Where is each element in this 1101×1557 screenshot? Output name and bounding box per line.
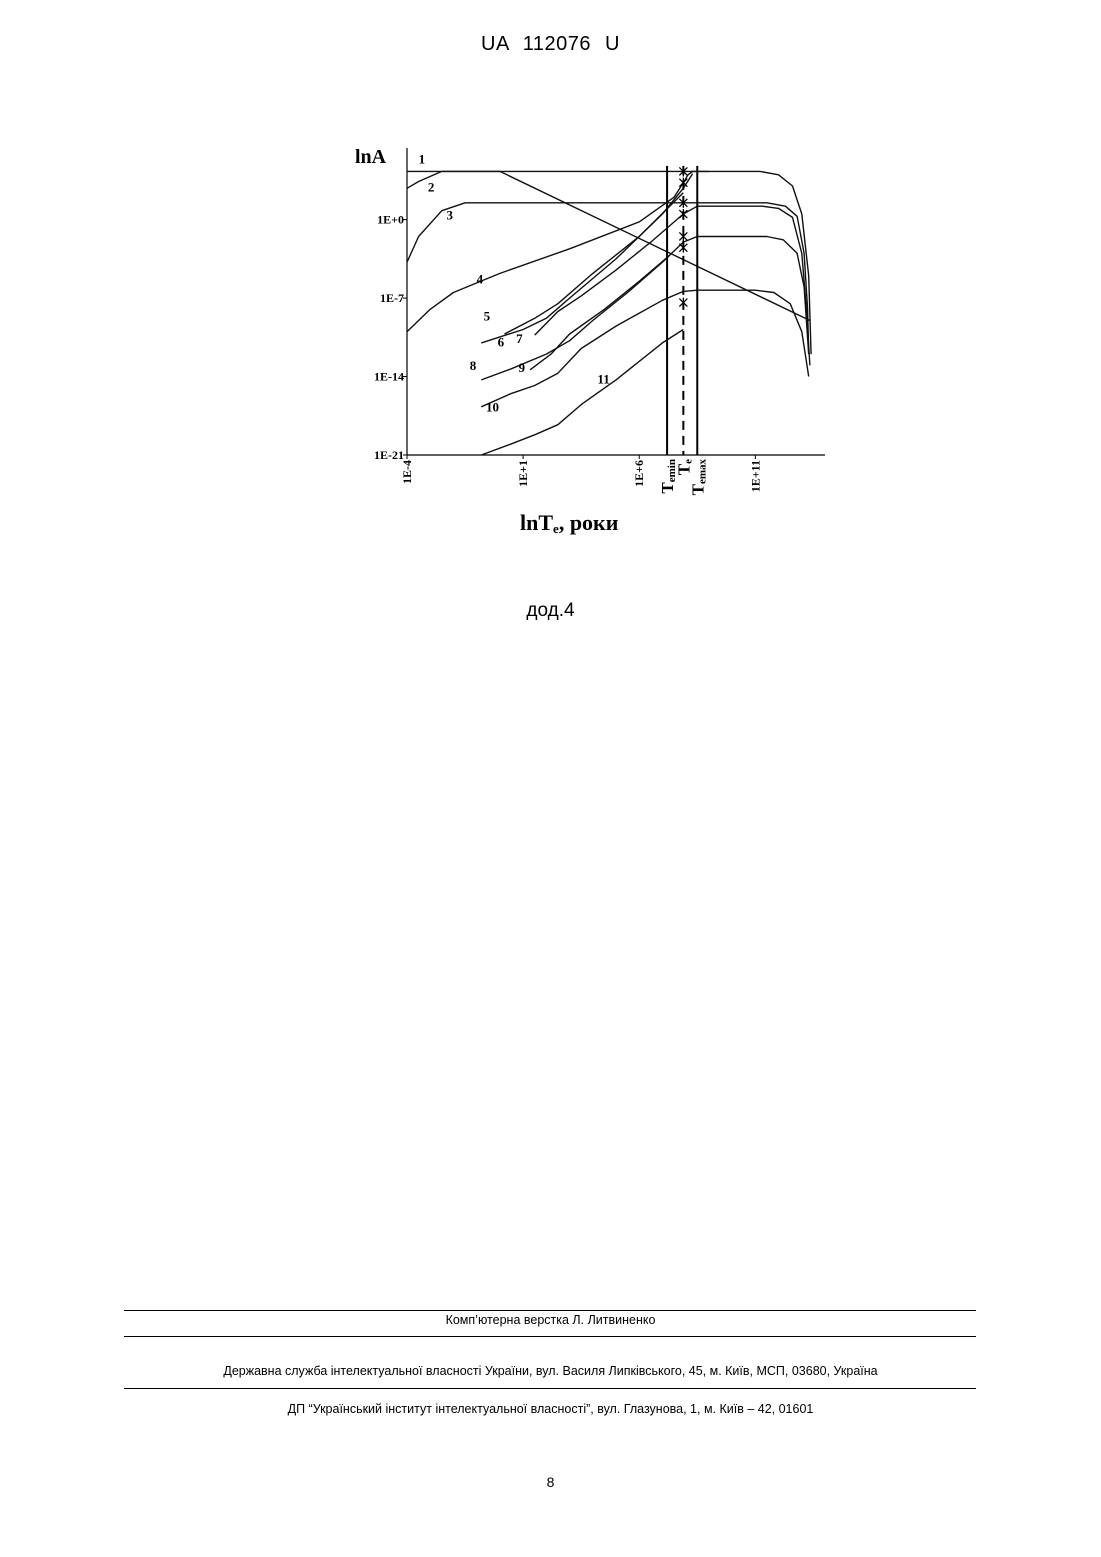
series-label-6: 6	[498, 334, 505, 349]
footer-institute: ДП “Український інститут інтелектуальної…	[0, 1402, 1101, 1416]
series-label-5: 5	[484, 309, 491, 324]
series-label-9: 9	[518, 360, 525, 375]
y-axis-label: lnA	[355, 146, 387, 168]
series-line-2	[407, 171, 810, 320]
x-tick-label: 1E+1	[516, 460, 530, 487]
series-label-3: 3	[446, 208, 453, 223]
y-tick-label: 1E-7	[380, 291, 404, 305]
y-tick-label: 1E+0	[377, 213, 404, 227]
chart-labels: lnA 1E+0 1E-7 1E-14 1E-211E-4 1E+1 1E+6 1E+11 ln…	[355, 146, 762, 536]
footer-office: Державна служба інтелектуальної власност…	[0, 1364, 1101, 1378]
star-marker	[679, 243, 687, 253]
series-label-10: 10	[486, 399, 499, 414]
series-label-2: 2	[428, 180, 435, 195]
star-marker	[679, 209, 687, 219]
y-tick-label: 1E-21	[374, 448, 404, 462]
series-line-1	[407, 171, 811, 354]
series-line-10	[481, 290, 808, 407]
series-line-5	[481, 174, 692, 343]
series-label-11: 11	[597, 371, 609, 386]
star-marker	[679, 298, 687, 308]
series-label-1: 1	[419, 152, 426, 167]
footer-rule-top	[124, 1310, 976, 1311]
y-tick-label: 1E-14	[374, 370, 404, 384]
x-tick-label: 1E+6	[632, 460, 646, 487]
figure-caption: дод.4	[0, 600, 1101, 622]
series-label-7: 7	[516, 331, 523, 346]
footer-rule-middle	[124, 1336, 976, 1337]
footer-rule-bottom	[124, 1388, 976, 1389]
chart-series	[407, 171, 811, 455]
footer-credit: Комп’ютерна верстка Л. Литвиненко	[0, 1313, 1101, 1327]
series-line-8	[481, 237, 808, 380]
star-marker	[679, 231, 687, 241]
x-tick-label: 1E-4	[400, 460, 414, 484]
x-axis-label: lnTe, роки	[520, 510, 619, 536]
series-line-7	[535, 206, 810, 365]
series-line-6	[505, 193, 684, 334]
x-tick-label: 1E+11	[748, 460, 762, 492]
series-label-8: 8	[470, 358, 477, 373]
chart: lnA 1E+0 1E-7 1E-14 1E-211E-4 1E+1 1E+6 1E+11 ln…	[320, 130, 850, 550]
series-label-4: 4	[477, 272, 484, 287]
page-number: 8	[0, 1474, 1101, 1490]
document-header: UA 112076 U	[0, 33, 1101, 56]
